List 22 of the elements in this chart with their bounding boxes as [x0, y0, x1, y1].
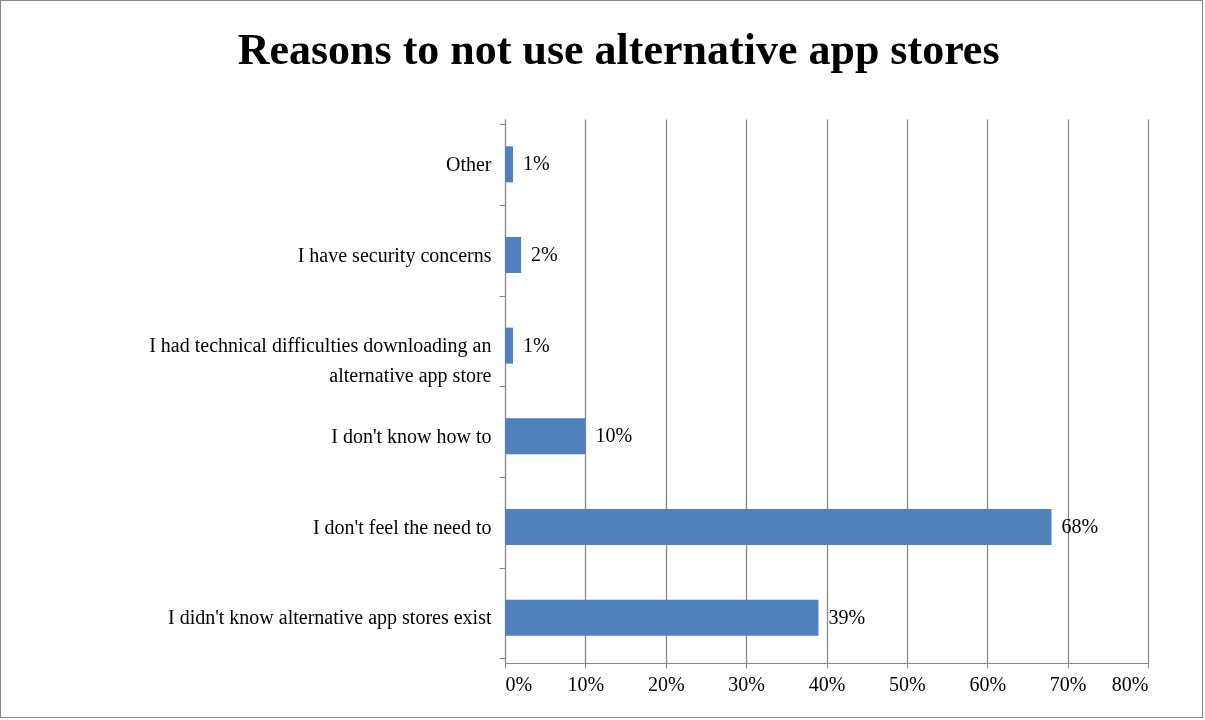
y-tick-label: I didn't know alternative app stores exist — [167, 606, 492, 630]
data-label: 1% — [523, 333, 550, 356]
data-label: 10% — [595, 424, 633, 447]
x-tick-label: 0% — [505, 672, 533, 695]
data-label: 1% — [523, 152, 550, 175]
x-tick-label: 60% — [969, 672, 1007, 695]
y-tick-label: I have security concerns — [297, 243, 492, 267]
y-tick-label: I don't know how to — [331, 424, 492, 447]
x-tick-label: 70% — [1049, 672, 1087, 695]
x-tick-label: 30% — [728, 672, 765, 695]
data-label: 39% — [828, 605, 866, 628]
x-tick-label: 40% — [808, 672, 846, 695]
data-label: 2% — [531, 243, 558, 265]
x-tick-label: 80% — [1111, 672, 1149, 695]
x-tick-label: 50% — [889, 672, 926, 695]
x-tick-label: 10% — [567, 672, 605, 695]
y-tick-label: I had technical difficulties downloading an alternative app store — [149, 334, 492, 388]
y-tick-label: I don't feel the need to — [312, 515, 492, 538]
data-label: 68% — [1061, 515, 1099, 537]
chart-title: Reasons to not use alternative app stores — [237, 25, 1000, 74]
y-tick-label: Other — [445, 152, 492, 175]
x-tick-label: 20% — [647, 672, 685, 695]
